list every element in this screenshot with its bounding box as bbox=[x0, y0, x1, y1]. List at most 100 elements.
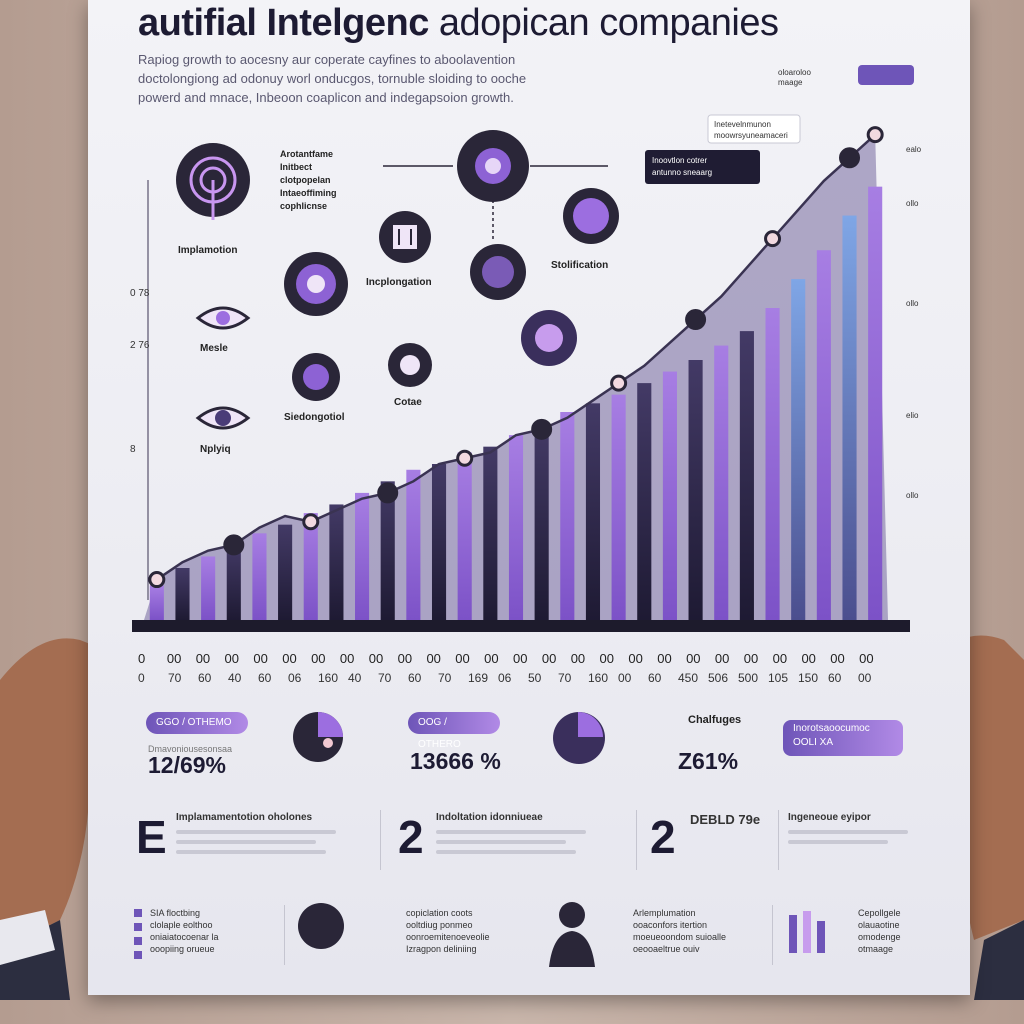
bar bbox=[226, 544, 241, 620]
callout-box bbox=[707, 114, 801, 144]
title-part-1: autifial Intelgenc bbox=[138, 2, 429, 44]
x-tick-label: 506 bbox=[708, 671, 728, 685]
gear-icon bbox=[284, 252, 348, 316]
x-tick-label: 00 bbox=[369, 651, 383, 666]
stat-caption: Dmavoniousesonsaa bbox=[148, 744, 233, 754]
title-part-2: adopican companies bbox=[428, 2, 779, 44]
x-tick-label: 00 bbox=[773, 651, 787, 666]
brain-icon bbox=[457, 130, 529, 202]
x-tick-label: 105 bbox=[768, 671, 788, 685]
x-tick-label: 00 bbox=[858, 671, 872, 685]
bar bbox=[355, 492, 370, 620]
x-tick-label: 00 bbox=[225, 651, 239, 666]
stat-pill: GGO / OTHEMO bbox=[146, 712, 248, 734]
data-point bbox=[610, 374, 628, 392]
x-tick-label: 60 bbox=[828, 671, 842, 685]
x-tick-label: 00 bbox=[484, 651, 498, 666]
chart-baseline bbox=[132, 620, 910, 632]
bar bbox=[380, 481, 395, 620]
x-tick-label: 160 bbox=[588, 671, 608, 685]
stat-value: Z61% bbox=[678, 748, 739, 774]
x-tick-label: 00 bbox=[628, 651, 642, 666]
callout-text: Inoovtlon cotrer antunno sneaarg bbox=[652, 156, 712, 177]
data-point bbox=[302, 513, 320, 531]
right-note: ollo bbox=[906, 299, 919, 308]
eye-icon bbox=[195, 306, 251, 330]
row-label: Ingeneoue eyipor bbox=[788, 812, 871, 823]
text-placeholder-line bbox=[788, 840, 888, 844]
x-tick-label: 00 bbox=[657, 651, 671, 666]
x-tick-label: 00 bbox=[600, 651, 614, 666]
bar bbox=[611, 394, 626, 620]
bullet-icon bbox=[134, 937, 142, 945]
node-label: Siedongotiol bbox=[284, 412, 345, 423]
bar bbox=[714, 345, 729, 620]
x-tick-label: 70 bbox=[438, 671, 452, 685]
gear-icon bbox=[470, 244, 526, 300]
divider bbox=[636, 810, 637, 870]
subtitle-line: powerd and mnace, Inbeoon coaplicon and … bbox=[138, 90, 514, 105]
x-tick-label: 00 bbox=[715, 651, 729, 666]
legend-chip bbox=[858, 65, 914, 85]
callout-text: Inetevelnmunon moowrsyuneamaceri bbox=[714, 120, 788, 140]
data-point bbox=[531, 418, 553, 440]
text-placeholder-line bbox=[436, 850, 576, 854]
stat-pill: Inorotsaoocumoc OOLI XA bbox=[783, 720, 903, 756]
poster-title: autifial Intelgenc adopican companies bbox=[138, 2, 779, 45]
implementation-row: E Implamamentotion oholones 2 Indoltatio… bbox=[88, 800, 970, 880]
x-tick-label: 500 bbox=[738, 671, 758, 685]
gear-icon bbox=[563, 188, 619, 244]
bar bbox=[483, 446, 498, 620]
x-tick-label: 150 bbox=[798, 671, 818, 685]
node-label: Stolification bbox=[551, 260, 608, 271]
x-tick-label: 40 bbox=[348, 671, 362, 685]
divider bbox=[778, 810, 779, 870]
x-tick-label: 00 bbox=[542, 651, 556, 666]
x-tick-label: 60 bbox=[198, 671, 212, 685]
series-line bbox=[156, 133, 877, 581]
right-note: ollo bbox=[906, 491, 919, 500]
bar bbox=[149, 585, 164, 620]
data-point bbox=[148, 571, 166, 589]
text-placeholder-line bbox=[788, 830, 908, 834]
detail-text: Cepollgele olauaotine omodenge otmaage bbox=[858, 908, 901, 954]
bar bbox=[534, 423, 549, 620]
gear-icon bbox=[521, 310, 577, 366]
row-label: Indoltation idonniueae bbox=[436, 812, 543, 823]
row-label: Implamamentotion oholones bbox=[176, 812, 313, 823]
x-tick-label: 40 bbox=[228, 671, 242, 685]
row-letter: 2 bbox=[398, 811, 424, 863]
data-point bbox=[764, 230, 782, 248]
node-label: Cotae bbox=[394, 397, 422, 408]
right-note: ealo bbox=[906, 145, 922, 154]
row-letter: 2 bbox=[650, 811, 676, 863]
stat-label: Chalfuges bbox=[688, 714, 742, 726]
x-tick-label: 00 bbox=[571, 651, 585, 666]
text-placeholder-line bbox=[176, 830, 336, 834]
bar bbox=[765, 308, 780, 620]
bar bbox=[560, 412, 575, 620]
x-tick-label: 06 bbox=[288, 671, 302, 685]
row-letter: E bbox=[136, 811, 167, 863]
stat-value: 13666 % bbox=[410, 748, 501, 774]
x-tick-label: 00 bbox=[426, 651, 440, 666]
x-tick-label: 00 bbox=[801, 651, 815, 666]
gear-icon bbox=[293, 712, 343, 762]
text-placeholder-line bbox=[436, 840, 566, 844]
x-tick-label: 450 bbox=[678, 671, 698, 685]
right-notes: ealo ollo ollo elio ollo bbox=[906, 145, 922, 500]
subtitle-line: Rapiog growth to aocesny aur coperate ca… bbox=[138, 52, 516, 67]
divider bbox=[284, 905, 285, 965]
text-placeholder-line bbox=[176, 850, 326, 854]
left-label-title: Implamotion bbox=[178, 245, 237, 256]
chip-icon bbox=[379, 211, 431, 263]
x-tick-label: 160 bbox=[318, 671, 338, 685]
bar bbox=[278, 524, 293, 620]
x-tick-label: 60 bbox=[408, 671, 422, 685]
y-tick-label: 0 78 bbox=[130, 288, 150, 299]
eye-icon bbox=[195, 406, 251, 430]
text-placeholder-line bbox=[436, 830, 586, 834]
x-tick-label: 00 bbox=[513, 651, 527, 666]
x-tick-label: 06 bbox=[498, 671, 512, 685]
x-tick-label: 00 bbox=[859, 651, 873, 666]
